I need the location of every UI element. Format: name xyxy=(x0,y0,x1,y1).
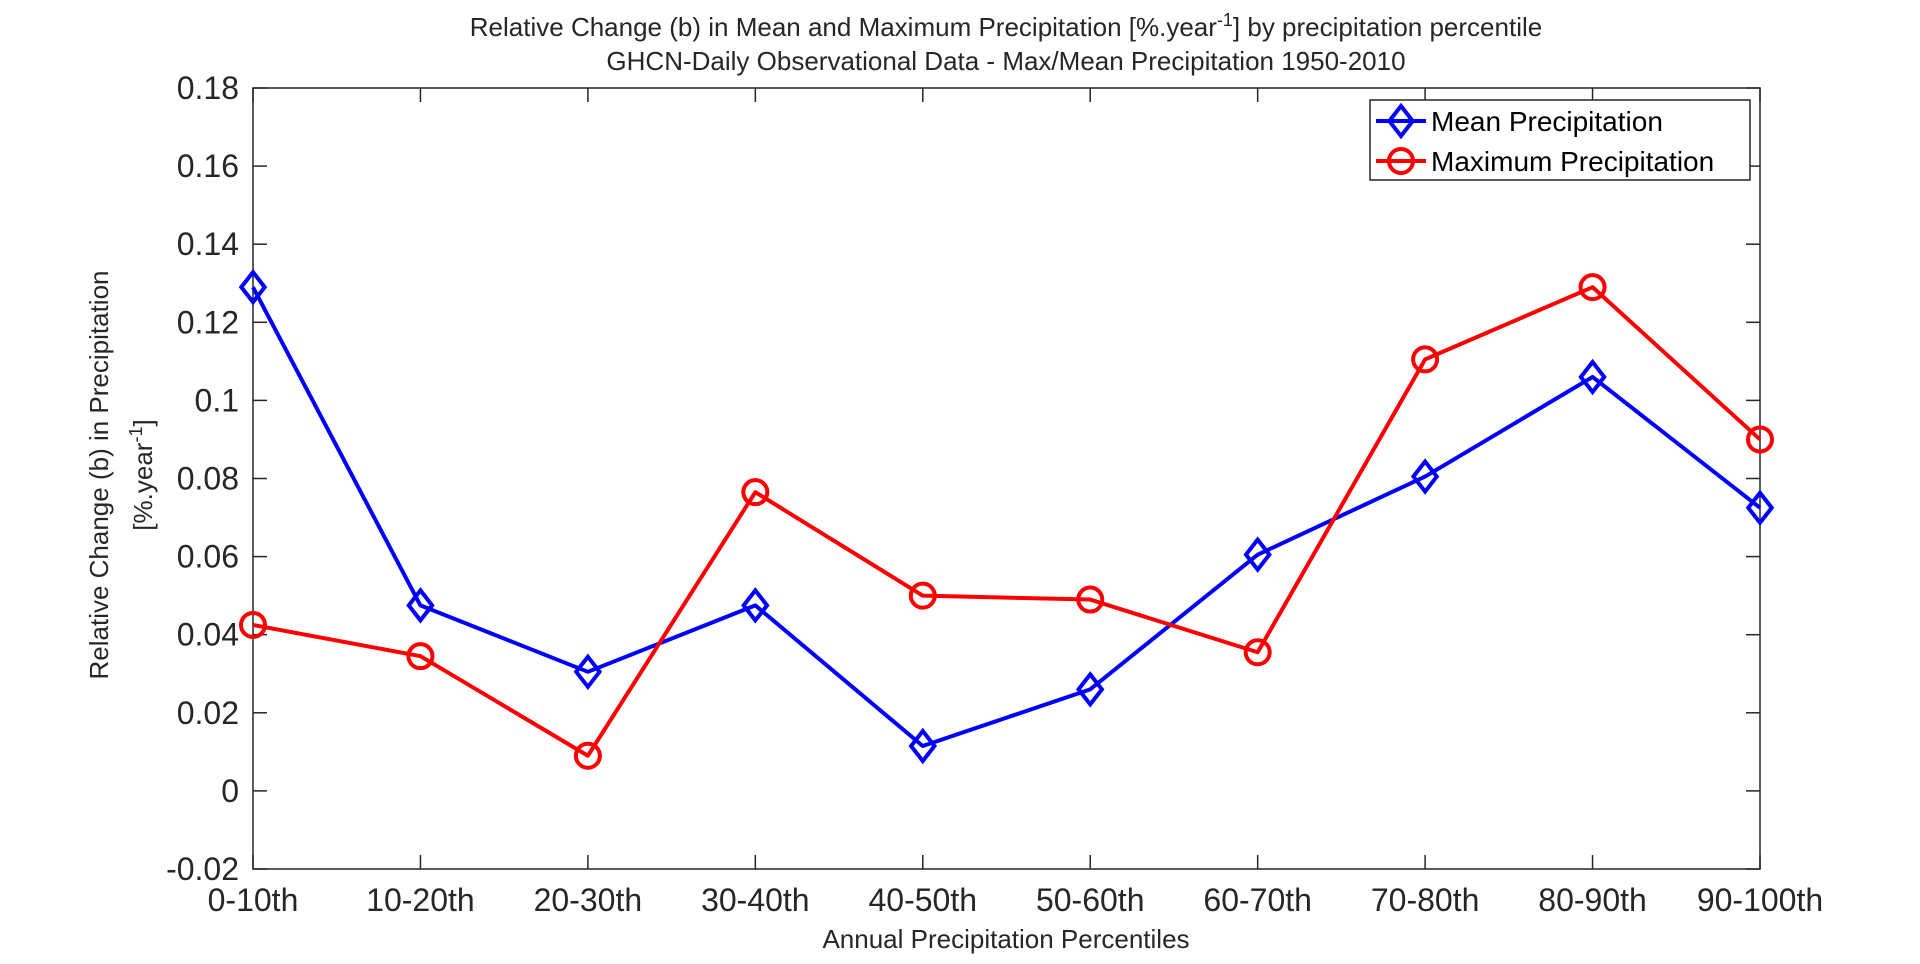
series-point-mean xyxy=(1075,671,1105,708)
y-axis-label-line1: Relative Change (b) in Precipitation xyxy=(84,271,114,680)
series-point-mean xyxy=(1745,489,1775,527)
series-point-max xyxy=(1578,273,1607,302)
legend: Mean Precipitation Maximum Precipitation xyxy=(1369,99,1751,181)
series-point-max xyxy=(406,642,435,671)
x-tick-label: 60-70th xyxy=(1203,882,1312,918)
legend-label-max: Maximum Precipitation xyxy=(1431,146,1714,177)
series-point-mean xyxy=(1243,536,1272,573)
series-point-max xyxy=(741,478,770,507)
series-point-max xyxy=(239,610,267,639)
y-tick-label: 0.12 xyxy=(177,304,239,340)
series-point-max xyxy=(1746,425,1774,454)
x-tick-label: 80-90th xyxy=(1538,882,1647,918)
series-point-mean xyxy=(406,587,435,624)
y-tick-label: 0.16 xyxy=(177,148,239,184)
y-tick-label: 0.02 xyxy=(177,695,239,731)
series-point-max xyxy=(1243,638,1272,667)
series-point-mean xyxy=(1578,358,1607,396)
series-point-max xyxy=(908,581,937,610)
series-point-mean xyxy=(238,268,268,306)
x-tick-label: 0-10th xyxy=(208,882,299,918)
x-tick-label: 40-50th xyxy=(869,882,978,918)
y-tick-label: 0.14 xyxy=(177,226,239,262)
y-tick-label: 0.1 xyxy=(195,382,239,418)
chart-title-line1: Relative Change (b) in Mean and Maximum … xyxy=(470,10,1542,42)
legend-marker-max xyxy=(1387,147,1415,175)
series-point-mean xyxy=(1410,458,1440,495)
series-point-mean xyxy=(908,727,938,765)
x-tick-label: 90-100th xyxy=(1697,882,1823,918)
chart-title-line2: GHCN-Daily Observational Data - Max/Mean… xyxy=(606,46,1405,76)
series-line-mean xyxy=(251,286,1762,748)
series-point-max xyxy=(573,741,602,770)
x-tick-label: 30-40th xyxy=(701,882,810,918)
y-tick-label: 0 xyxy=(221,773,239,809)
y-tick-label: 0.06 xyxy=(177,539,239,575)
series-layer xyxy=(238,268,1775,770)
x-tick-label: 50-60th xyxy=(1036,882,1145,918)
y-tick-label: 0.18 xyxy=(177,70,239,106)
x-tick-label: 20-30th xyxy=(534,882,643,918)
legend-marker-mean xyxy=(1386,102,1416,140)
series-point-max xyxy=(1411,345,1440,374)
y-tick-label: -0.02 xyxy=(166,851,239,887)
legend-box xyxy=(1369,99,1751,181)
series-point-mean xyxy=(573,653,603,691)
x-axis-ticks: 0-10th 10-20th 20-30th 30-40th 40-50th 50-60t… xyxy=(208,88,1823,918)
y-tick-label: 0.08 xyxy=(177,461,239,497)
series-point-max xyxy=(1076,585,1105,614)
y-axis-ticks: -0.02 0 0.02 0.04 0.06 0.08 0.1 0.12 0.14 0.16 0.1… xyxy=(166,70,1760,887)
y-axis-label: Relative Change (b) in Precipitation [%.… xyxy=(84,271,158,680)
legend-label-mean: Mean Precipitation xyxy=(1431,106,1663,137)
y-axis-label-line2: [%.year-1] xyxy=(126,419,158,530)
x-tick-label: 10-20th xyxy=(366,882,475,918)
series-line-max xyxy=(252,285,1762,758)
x-axis-label: Annual Precipitation Percentiles xyxy=(822,924,1189,954)
y-tick-label: 0.04 xyxy=(177,617,239,653)
series-point-mean xyxy=(741,587,770,624)
x-tick-label: 70-80th xyxy=(1371,882,1480,918)
